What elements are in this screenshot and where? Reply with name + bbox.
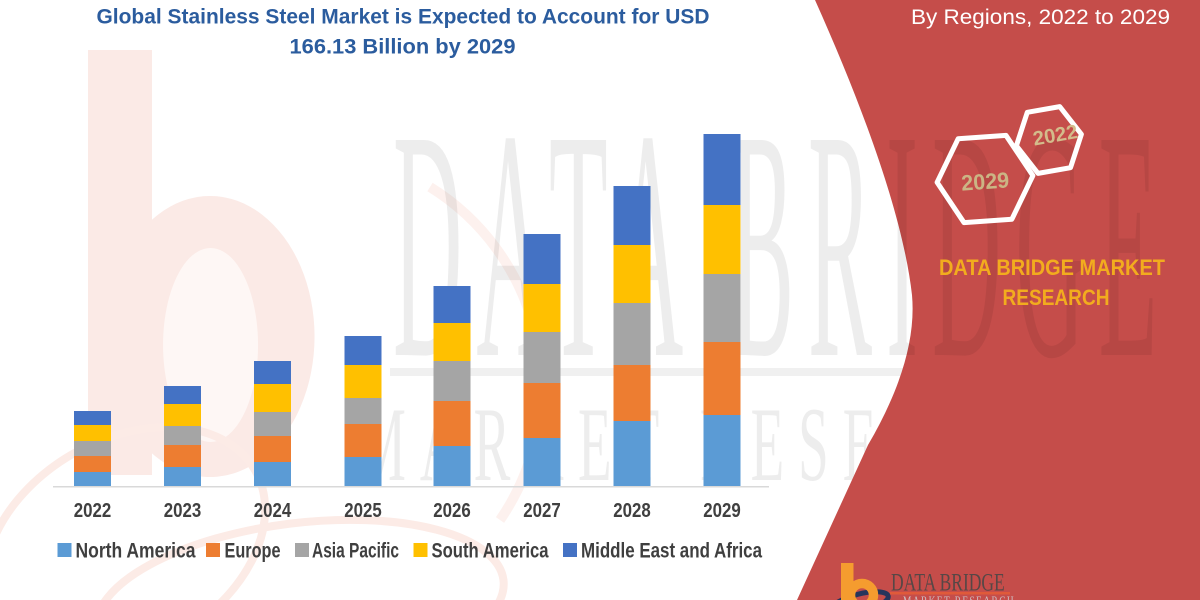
svg-text:North America: North America bbox=[76, 540, 196, 563]
svg-text:DATA BRIDGE MARKET: DATA BRIDGE MARKET bbox=[939, 255, 1165, 280]
svg-text:2029: 2029 bbox=[703, 499, 741, 522]
svg-text:2023: 2023 bbox=[164, 499, 202, 522]
svg-text:Middle East and Africa: Middle East and Africa bbox=[581, 540, 762, 563]
svg-text:2029: 2029 bbox=[960, 167, 1010, 195]
svg-text:DATA BRIDGE: DATA BRIDGE bbox=[393, 63, 1171, 427]
svg-text:2026: 2026 bbox=[433, 499, 471, 522]
svg-text:DATA BRIDGE: DATA BRIDGE bbox=[891, 568, 1005, 596]
svg-text:2028: 2028 bbox=[613, 499, 651, 522]
svg-text:2022: 2022 bbox=[74, 499, 112, 522]
svg-text:2025: 2025 bbox=[344, 499, 382, 522]
svg-text:2024: 2024 bbox=[254, 499, 292, 522]
svg-text:Global Stainless Steel Market: Global Stainless Steel Market is Expecte… bbox=[97, 6, 710, 29]
svg-text:South America: South America bbox=[432, 540, 549, 563]
svg-text:MARKET RESEARCH: MARKET RESEARCH bbox=[903, 595, 1015, 600]
svg-text:RESEARCH: RESEARCH bbox=[1003, 285, 1110, 310]
svg-text:By Regions, 2022 to 2029: By Regions, 2022 to 2029 bbox=[911, 6, 1170, 29]
svg-text:Europe: Europe bbox=[225, 540, 281, 563]
svg-text:Asia Pacific: Asia Pacific bbox=[312, 540, 399, 563]
svg-text:2027: 2027 bbox=[523, 499, 561, 522]
svg-text:166.13 Billion by 2029: 166.13 Billion by 2029 bbox=[290, 36, 516, 59]
